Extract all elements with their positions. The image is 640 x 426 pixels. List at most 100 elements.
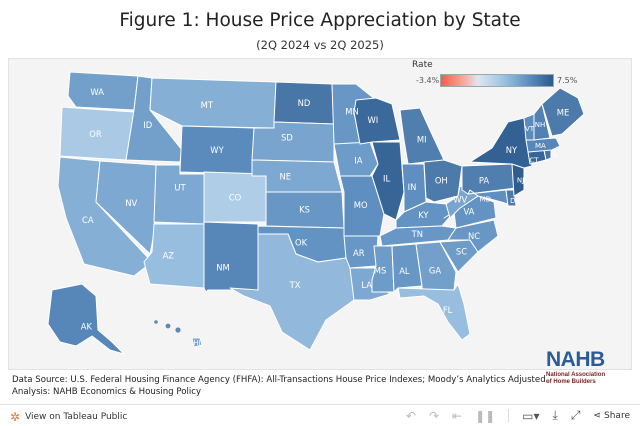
state-label-WV: WV [453,195,467,205]
state-label-WY: WY [210,145,224,155]
state-label-NV: NV [125,198,137,208]
state-FL[interactable] [397,283,471,341]
state-label-PA: PA [479,175,490,185]
state-label-AK: AK [81,322,93,332]
share-button[interactable]: ⋖ Share [593,411,630,421]
toolbar-divider [508,409,510,422]
state-NY[interactable] [469,117,533,169]
tableau-logo-icon: ✲ [10,410,21,424]
state-label-FL: FL [443,305,453,315]
state-label-NE: NE [280,171,292,181]
state-label-UT: UT [174,182,186,192]
page-subtitle: (2Q 2024 vs 2Q 2025) [256,38,384,52]
state-HI[interactable] [191,337,203,348]
state-label-NH: NH [535,121,546,129]
state-label-MI: MI [417,134,427,144]
state-SD[interactable] [251,121,335,163]
state-UT[interactable] [153,164,207,225]
state-label-RI: RI [551,152,558,160]
state-label-MO: MO [354,200,368,210]
state-label-OR: OR [89,129,102,139]
state-label-ME: ME [557,107,570,117]
page-title: Figure 1: House Price Appreciation by St… [119,10,521,31]
state-NM[interactable] [203,221,259,293]
analysis-line: Analysis: NAHB Economics & Housing Polic… [12,387,202,397]
state-label-SD: SD [281,132,293,142]
source-line: Data Source: U.S. Federal Housing Financ… [12,375,549,385]
state-label-ID: ID [143,120,152,130]
share-icon: ⋖ [593,410,602,421]
state-WI[interactable] [353,97,401,145]
legend-title: Rate [412,60,433,70]
redo-icon[interactable]: ↷ [428,408,439,423]
state-label-WA: WA [90,87,104,97]
tableau-footer: ✲ View on Tableau Public ↶ ↷ ⇤ ❚❚ ▭▾ ⤓ ⤢… [0,404,640,426]
state-label-WI: WI [368,115,379,125]
state-label-GA: GA [429,266,441,276]
state-label-DE: DE [510,197,520,205]
state-label-MS: MS [374,265,387,275]
legend-color-ramp [440,74,554,87]
state-label-MA: MA [535,142,546,150]
state-NH[interactable] [533,103,551,141]
state-IL[interactable] [371,141,405,221]
pause-icon[interactable]: ❚❚ [475,408,496,423]
us-state-map[interactable]: WA OR CA NV ID MT WY UT AZ CO NM ND SD NE KS OK TX MN IA MO… [8,58,632,370]
state-label-NJ: NJ [517,177,524,185]
share-label: Share [604,410,630,421]
revert-icon[interactable]: ⇤ [452,408,463,423]
state-label-NY: NY [506,145,518,155]
state-AZ[interactable] [143,223,207,289]
state-label-KS: KS [299,205,310,215]
state-AL[interactable] [391,243,423,293]
state-MA[interactable] [525,137,561,153]
legend-min: -3.4% [416,76,440,85]
state-label-KY: KY [418,210,429,220]
state-label-LA: LA [361,280,372,290]
toolbar: ↶ ↷ ⇤ ❚❚ ▭▾ ⤓ ⤢ ⋖ Share [406,408,630,423]
state-label-AL: AL [399,266,410,276]
state-label-OH: OH [435,176,448,186]
state-TX[interactable] [229,233,355,351]
state-label-VT: VT [525,125,535,133]
state-label-AR: AR [353,248,365,258]
state-ME[interactable] [541,87,585,137]
nahb-logo: NAHB National Association of Home Builde… [540,348,622,392]
device-preview-icon[interactable]: ▭▾ [522,408,540,423]
state-label-OK: OK [295,237,308,247]
state-label-CA: CA [82,215,94,225]
state-WA[interactable] [67,71,139,111]
state-label-TX: TX [289,280,301,290]
state-MT[interactable] [149,77,277,129]
download-icon[interactable]: ⤓ [552,408,558,422]
state-NV[interactable] [95,160,157,255]
state-NE[interactable] [251,159,343,193]
state-label-NC: NC [468,231,480,241]
logo-word: NAHB [546,348,605,371]
hawaii-small-islands [154,320,181,333]
state-label-HI: HI [193,339,200,347]
state-label-ND: ND [298,98,311,108]
state-label-CO: CO [229,193,242,203]
tableau-link-label: View on Tableau Public [25,412,128,422]
legend: Rate -3.4% 7.5% [412,60,577,94]
fullscreen-icon[interactable]: ⤢ [570,408,581,422]
undo-icon[interactable]: ↶ [405,408,416,423]
state-label-IL: IL [383,174,390,184]
state-label-TN: TN [411,229,423,239]
state-label-CT: CT [529,157,539,165]
state-label-MN: MN [345,106,359,116]
data-source-note: Data Source: U.S. Federal Housing Financ… [12,374,548,398]
state-label-AZ: AZ [163,251,175,261]
logo-subtitle: National Association of Home Builders [546,372,606,385]
state-label-IN: IN [408,182,417,192]
state-AR[interactable] [343,235,379,269]
state-label-SC: SC [456,247,467,257]
state-label-IA: IA [354,155,362,165]
legend-max: 7.5% [557,76,578,85]
state-label-NM: NM [216,263,230,273]
state-label-VA: VA [463,207,474,217]
state-AK[interactable] [47,283,125,355]
state-label-MT: MT [201,100,214,110]
view-on-tableau-link[interactable]: ✲ View on Tableau Public [10,410,127,424]
